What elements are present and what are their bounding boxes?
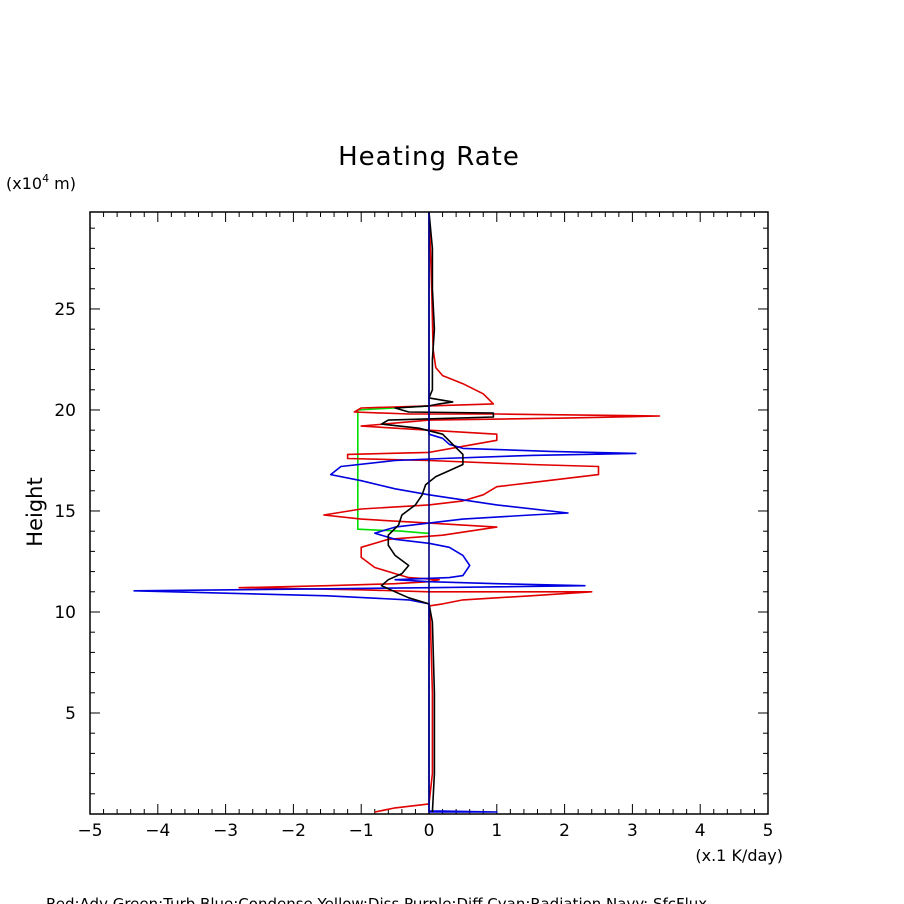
y-tick-label: 20 <box>54 401 76 421</box>
x-tick-label: −4 <box>145 821 170 841</box>
y-tick-label: 25 <box>54 300 76 320</box>
y-axis-label: Height <box>23 477 47 546</box>
y-axis-unit-exponent: 4 <box>42 172 49 185</box>
x-tick-label: 0 <box>424 821 435 841</box>
y-tick-label: 10 <box>54 603 76 623</box>
x-tick-label: 2 <box>559 821 570 841</box>
x-tick-label: −1 <box>349 821 374 841</box>
x-axis-label: (x.1 K/day) <box>695 846 783 865</box>
series-black-total-line <box>380 211 495 813</box>
series-lines <box>133 211 661 814</box>
x-tick-label: 4 <box>695 821 706 841</box>
y-tick-label: 15 <box>54 502 76 522</box>
axis-ticks <box>89 212 769 814</box>
series-red-adv-line <box>238 211 661 813</box>
series-green-turb-line <box>356 405 430 535</box>
series-blue-condense-line <box>133 212 637 813</box>
tick-labels: −5 −4 −3 −2 −1 0 1 2 3 4 5 5 10 15 20 25 <box>54 300 773 841</box>
y-axis-unit-label: (x104 m) <box>6 172 76 193</box>
legend-text: Red:Adv Green:Turb Blue:Condense Yellow:… <box>46 895 707 904</box>
x-tick-label: 3 <box>627 821 638 841</box>
y-axis-unit-suffix: m) <box>49 174 76 193</box>
chart-title: Heating Rate <box>338 142 520 172</box>
y-tick-label: 5 <box>65 704 76 724</box>
plot-frame <box>89 211 769 815</box>
y-axis-unit-prefix: (x10 <box>6 174 42 193</box>
x-tick-label: 1 <box>491 821 502 841</box>
x-tick-label: −3 <box>213 821 238 841</box>
x-tick-label: −2 <box>281 821 306 841</box>
x-tick-label: 5 <box>763 821 774 841</box>
x-tick-label: −5 <box>77 821 102 841</box>
